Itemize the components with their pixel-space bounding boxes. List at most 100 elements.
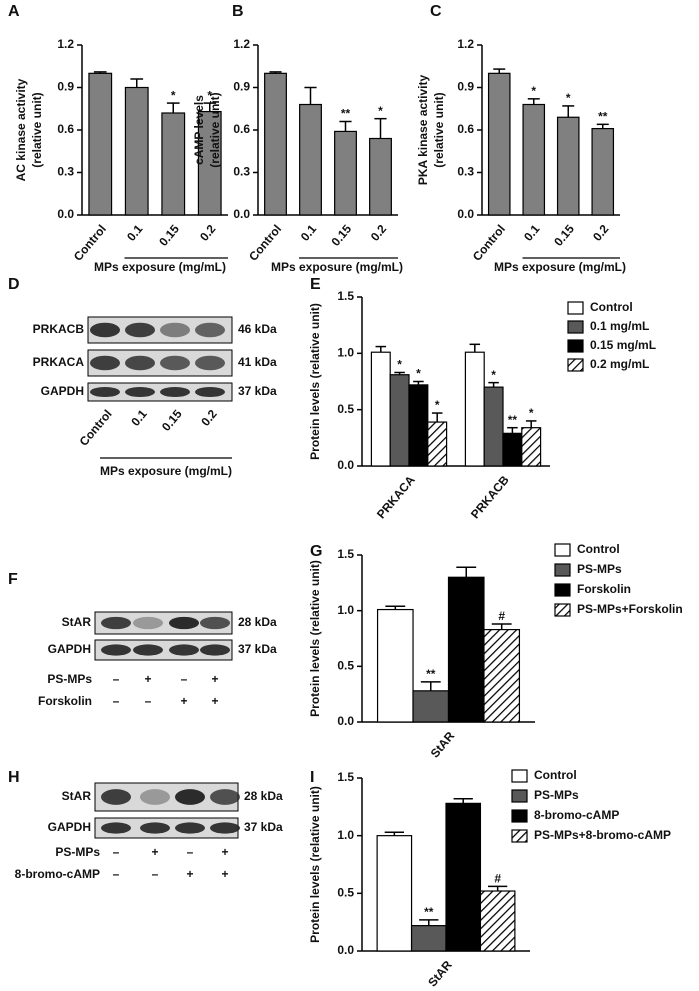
size-label: 46 kDa [238, 322, 277, 336]
blot-band [195, 355, 225, 371]
panel-label: G [310, 543, 322, 560]
blot-band [210, 789, 240, 805]
blot-strip [94, 611, 233, 635]
blot-band [101, 616, 131, 630]
x-axis-label: MPs exposure (mg/mL) [271, 260, 403, 274]
significance-label: * [566, 91, 571, 105]
blot-band [169, 644, 199, 656]
treatment-sign: – [187, 845, 194, 859]
treatment-sign: + [144, 672, 151, 686]
panel-label: I [310, 769, 314, 786]
y-tick-label: 1.2 [457, 37, 474, 51]
y-axis-label: (relative unit) [432, 92, 446, 167]
y-tick-label: 1.0 [337, 603, 354, 617]
treatment-sign: – [113, 672, 120, 686]
legend-swatch [511, 809, 528, 823]
treatment-sign: – [181, 672, 188, 686]
legend-label: 0.1 mg/mL [590, 319, 649, 333]
legend-swatch [554, 563, 571, 577]
y-axis-label: (relative unit) [208, 92, 222, 167]
x-tick-label: StAR [428, 729, 458, 761]
bar [376, 608, 414, 723]
bar [369, 137, 392, 216]
treatment-label: PS-MPs [47, 672, 92, 686]
bar [445, 802, 482, 952]
bar [502, 432, 523, 467]
y-tick-label: 0.5 [337, 659, 354, 673]
legend-label: PS-MPs [577, 562, 622, 576]
y-tick-label: 0.3 [57, 165, 74, 179]
lane-label: 0.15 [159, 407, 185, 434]
legend-swatch [511, 829, 528, 843]
y-tick-label: 0.0 [337, 714, 354, 728]
bar [408, 384, 429, 467]
legend-label: 0.15 mg/mL [590, 338, 656, 352]
bar [124, 86, 149, 216]
legend-label: Control [590, 300, 633, 314]
blot-band [101, 644, 131, 656]
treatment-sign: + [151, 845, 158, 859]
treatment-sign: + [186, 867, 193, 881]
treatment-sign: + [211, 672, 218, 686]
significance-label: * [529, 406, 534, 420]
significance-label: ** [424, 905, 434, 919]
y-tick-label: 0.0 [337, 943, 354, 957]
panel-label: B [232, 3, 244, 20]
bar [389, 374, 410, 467]
blot-band [195, 386, 225, 398]
blot-band [101, 822, 131, 834]
significance-label: ** [598, 110, 608, 124]
bar [161, 112, 186, 216]
bar [521, 427, 542, 467]
y-tick-label: 0.5 [337, 402, 354, 416]
size-label: 41 kDa [238, 355, 277, 369]
lane-label: 0.2 [198, 407, 220, 429]
y-tick-label: 1.5 [337, 289, 354, 303]
panel-label: D [8, 276, 20, 293]
significance-label: * [435, 398, 440, 412]
panel-label: F [8, 571, 18, 588]
blot-band [90, 386, 120, 398]
y-tick-label: 0.6 [233, 122, 250, 136]
protein-label: GAPDH [41, 384, 84, 398]
significance-label: * [397, 358, 402, 372]
treatment-label: PS-MPs [55, 845, 100, 859]
blot-band [125, 322, 155, 338]
y-axis-label: AC kinase activity [14, 78, 28, 181]
blot-strip [94, 639, 233, 661]
legend-swatch [567, 339, 584, 353]
x-tick-label: StAR [425, 958, 455, 990]
blot-band [140, 789, 170, 805]
x-tick-label: 0.2 [197, 222, 219, 244]
panel-label: A [8, 3, 20, 20]
treatment-sign: – [152, 867, 159, 881]
blot-band [90, 322, 120, 338]
x-tick-label: 0.1 [124, 222, 146, 244]
legend-swatch [567, 320, 584, 334]
bar [556, 116, 580, 216]
significance-label: # [494, 872, 501, 886]
bar [376, 835, 413, 952]
size-label: 37 kDa [238, 642, 277, 656]
legend-label: Forskolin [577, 582, 631, 596]
significance-label: # [498, 609, 505, 623]
legend-label: 8-bromo-cAMP [534, 808, 619, 822]
x-axis-label: MPs exposure (mg/mL) [94, 260, 226, 274]
y-tick-label: 0.3 [233, 165, 250, 179]
y-tick-label: 0.0 [233, 207, 250, 221]
legend-swatch [567, 301, 584, 315]
y-tick-label: 0.9 [57, 80, 74, 94]
protein-label: StAR [62, 789, 92, 803]
significance-label: * [207, 88, 212, 102]
y-tick-label: 0.0 [457, 207, 474, 221]
size-label: 37 kDa [238, 384, 277, 398]
y-tick-label: 0.0 [337, 458, 354, 472]
legend-label: 0.2 mg/mL [590, 357, 649, 371]
bar [483, 628, 521, 723]
y-axis-label: PKA kinase activity [416, 75, 430, 186]
blot-band [200, 616, 230, 630]
treatment-label: Forskolin [38, 694, 92, 708]
y-tick-label: 1.0 [337, 828, 354, 842]
size-label: 37 kDa [244, 820, 283, 834]
blot-band [90, 355, 120, 371]
